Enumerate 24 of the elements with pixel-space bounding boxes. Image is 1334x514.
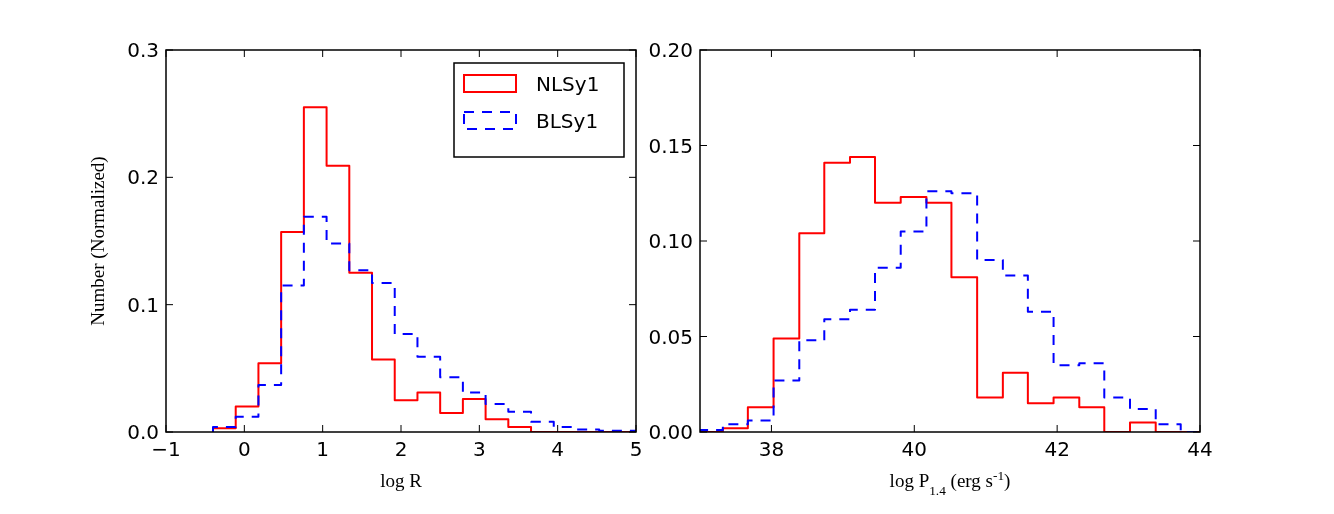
x-tick-label: 38 xyxy=(758,437,785,461)
x-tick-label: 5 xyxy=(629,437,643,461)
legend-label: BLSy1 xyxy=(536,109,599,133)
y-axis-title: Number (Normalized) xyxy=(87,156,109,326)
y-tick-label: 0.1 xyxy=(127,292,159,317)
x-tick-label: 2 xyxy=(394,437,408,461)
y-tick-label: 0.00 xyxy=(648,420,693,444)
x-tick-label: 42 xyxy=(1044,437,1070,461)
y-tick-label: 0.2 xyxy=(127,165,159,190)
y-tick-label: 0.0 xyxy=(127,420,159,444)
x-axis-title: log R xyxy=(380,470,423,491)
x-tick-label: 0 xyxy=(237,437,251,461)
x-axis-title: log P$_{1.4}$ (erg s$^{-1}$) xyxy=(889,467,1011,498)
x-tick-label: 1 xyxy=(316,437,330,461)
y-tick-label: 0.20 xyxy=(648,38,693,62)
x-tick-label: 40 xyxy=(901,437,928,461)
x-tick-label: 4 xyxy=(551,437,565,461)
y-tick-label: 0.05 xyxy=(648,324,693,349)
y-tick-label: 0.10 xyxy=(648,229,693,253)
y-tick-label: 0.3 xyxy=(127,38,159,62)
x-tick-label: 44 xyxy=(1187,437,1213,461)
y-tick-label: 0.15 xyxy=(648,133,693,158)
legend-label: NLSy1 xyxy=(536,72,600,96)
x-tick-label: 3 xyxy=(472,437,486,461)
